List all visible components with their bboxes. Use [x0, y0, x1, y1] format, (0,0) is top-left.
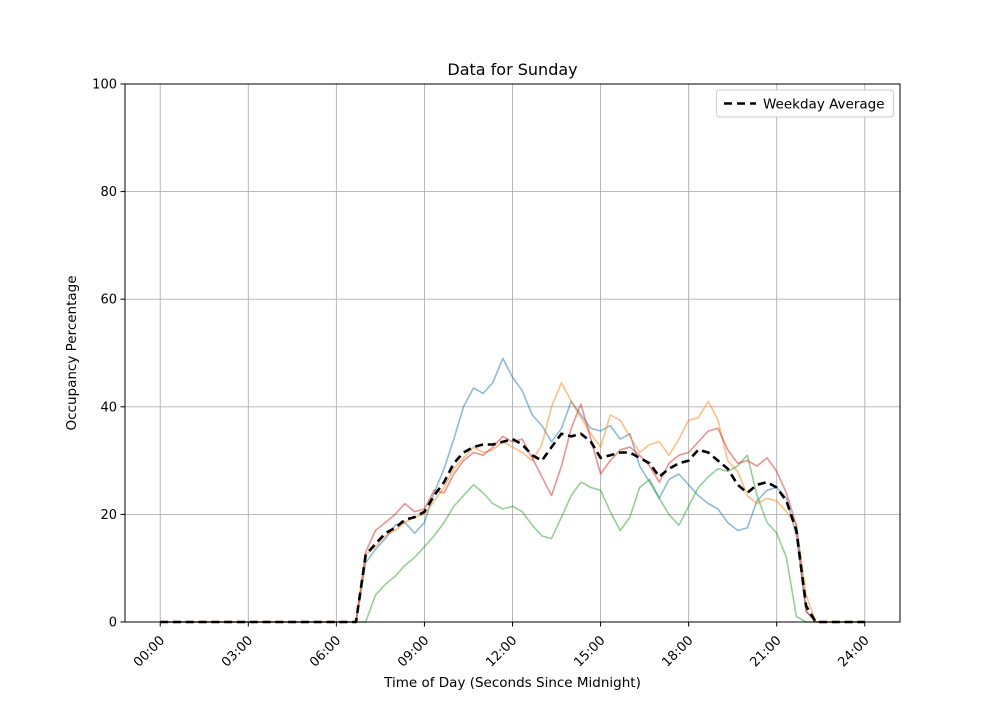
x-axis-label: Time of Day (Seconds Since Midnight) [383, 675, 641, 691]
y-tick-label: 40 [100, 400, 117, 415]
legend: Weekday Average [716, 89, 894, 118]
x-tick-label: 03:00 [219, 633, 256, 670]
x-tick-label: 06:00 [307, 633, 344, 670]
legend-frame [716, 89, 894, 118]
y-tick-label: 60 [100, 293, 117, 308]
grid [125, 83, 900, 623]
chart-title: Data for Sunday [447, 60, 577, 79]
x-tick-label: 12:00 [483, 633, 520, 670]
x-tick-label: 00:00 [131, 633, 168, 670]
y-tick-label: 80 [100, 185, 117, 200]
x-tick-label: 09:00 [395, 633, 432, 670]
x-axis-ticks: 00:00 03:00 06:00 09:00 12:00 15:00 18:00 21:00… [131, 622, 873, 670]
x-tick-label: 21:00 [747, 633, 784, 670]
x-tick-label: 24:00 [836, 633, 873, 670]
y-tick-label: 0 [109, 616, 117, 631]
y-tick-label: 100 [92, 78, 117, 93]
y-axis-ticks: 0 20 40 60 80 100 [92, 78, 125, 631]
x-tick-label: 15:00 [571, 633, 608, 670]
x-tick-label: 18:00 [659, 633, 696, 670]
y-axis-label: Occupancy Percentage [64, 275, 80, 430]
legend-entry-label: Weekday Average [763, 97, 885, 113]
y-tick-label: 20 [100, 508, 117, 523]
